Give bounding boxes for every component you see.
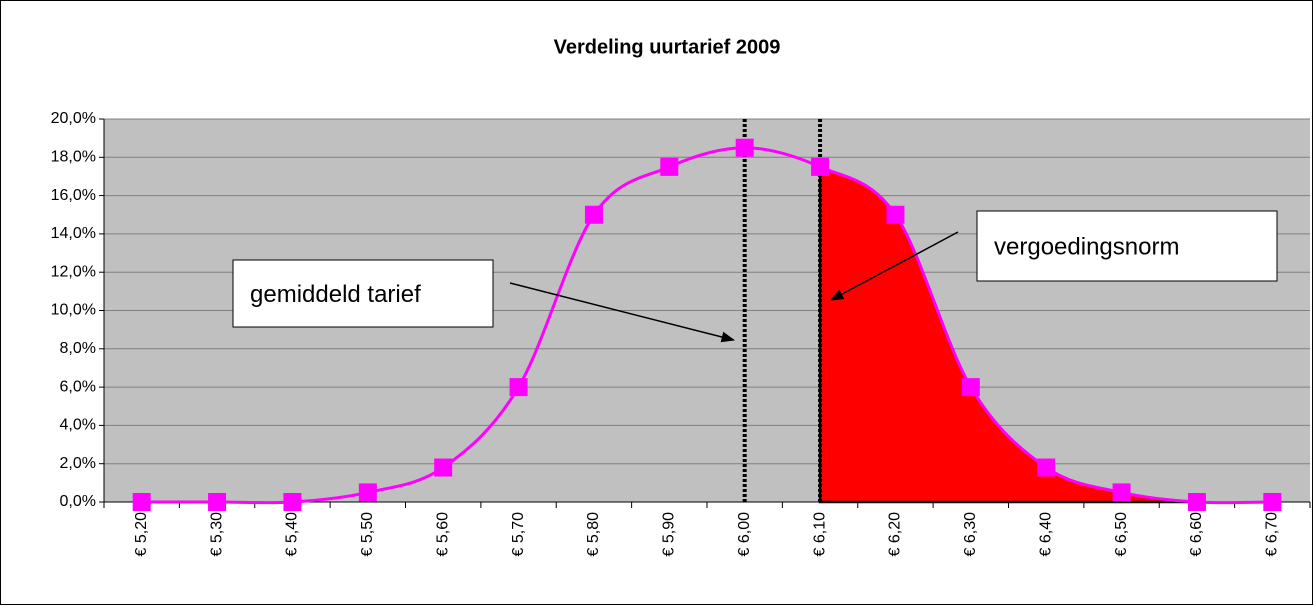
marker xyxy=(584,205,603,224)
y-tick-label: 12,0% xyxy=(51,263,96,280)
annotation-text: gemiddeld tarief xyxy=(250,281,421,308)
annotation-arrow xyxy=(829,231,959,301)
x-tick-label: € 6,60 xyxy=(1188,512,1205,557)
marker xyxy=(886,205,905,224)
x-tick-label: € 6,50 xyxy=(1113,512,1130,557)
marker xyxy=(811,157,830,176)
series-line xyxy=(141,146,1273,505)
annotation-text: vergoedingsnorm xyxy=(994,233,1179,260)
x-tick-label: € 5,20 xyxy=(133,512,150,557)
x-tick-label: € 6,70 xyxy=(1264,512,1281,557)
x-tick-label: € 5,30 xyxy=(208,512,225,557)
y-tick-label: 8,0% xyxy=(60,340,96,357)
marker xyxy=(1112,483,1131,502)
marker xyxy=(1037,458,1056,477)
marker xyxy=(1187,493,1206,511)
y-tick-label: 10,0% xyxy=(51,302,96,319)
x-tick-label: € 5,40 xyxy=(284,512,301,557)
y-tick-label: 4,0% xyxy=(60,417,96,434)
marker xyxy=(1263,493,1282,511)
marker xyxy=(509,378,528,397)
marker xyxy=(434,458,453,477)
x-tick-label: € 5,80 xyxy=(585,512,602,557)
x-tick-label: € 6,40 xyxy=(1037,512,1054,557)
annotation-box xyxy=(976,210,1278,282)
x-tick-label: € 6,20 xyxy=(887,512,904,557)
annotation-box xyxy=(232,259,494,328)
x-tick-label: € 5,60 xyxy=(434,512,451,557)
y-tick-label: 2,0% xyxy=(60,455,96,472)
y-tick-label: 6,0% xyxy=(60,378,96,395)
marker xyxy=(660,157,679,176)
x-tick-label: € 6,10 xyxy=(811,512,828,557)
x-tick-label: € 6,00 xyxy=(736,512,753,557)
marker xyxy=(208,493,227,511)
marker xyxy=(358,483,377,502)
y-tick-label: 0,0% xyxy=(60,493,96,510)
x-tick-label: € 5,50 xyxy=(359,512,376,557)
x-tick-label: € 5,70 xyxy=(510,512,527,557)
marker xyxy=(735,138,754,157)
y-tick-label: 18,0% xyxy=(51,149,96,166)
y-tick-label: 16,0% xyxy=(51,187,96,204)
chart-title: Verdeling uurtarief 2009 xyxy=(554,36,781,58)
marker xyxy=(283,493,302,511)
annotation-arrow xyxy=(509,282,735,343)
marker xyxy=(961,378,980,397)
x-tick-label: € 6,30 xyxy=(962,512,979,557)
y-tick-label: 14,0% xyxy=(51,225,96,242)
marker xyxy=(132,493,151,511)
y-tick-label: 20,0% xyxy=(51,110,96,127)
x-tick-label: € 5,90 xyxy=(661,512,678,557)
